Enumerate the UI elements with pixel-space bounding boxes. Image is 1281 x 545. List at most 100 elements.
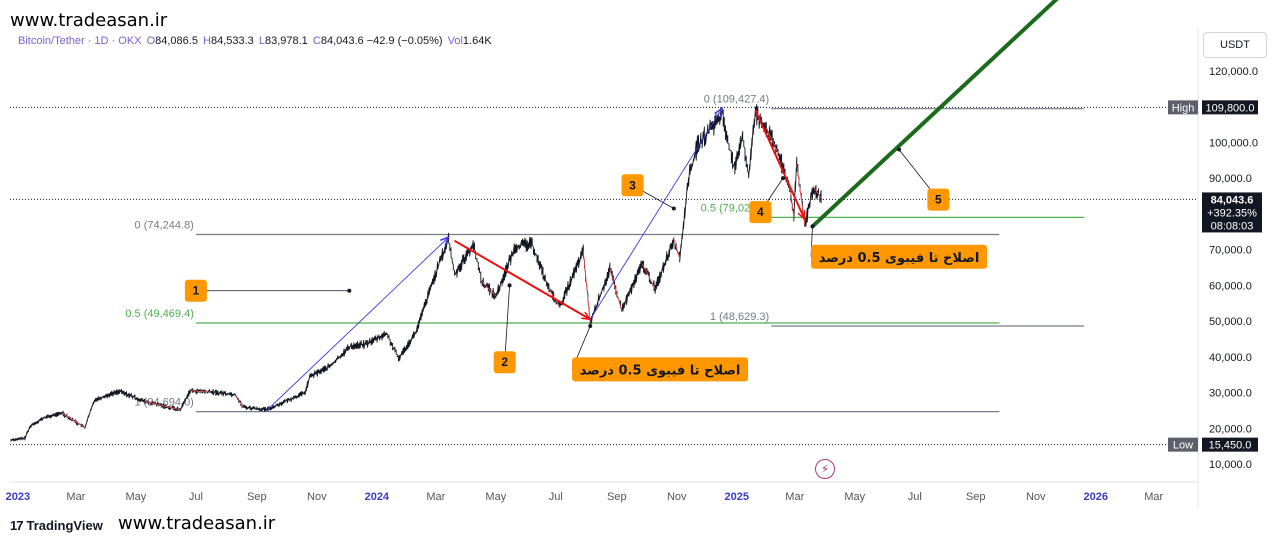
correction-arrowhead <box>797 210 806 222</box>
bearish-candle-segment <box>609 269 623 311</box>
x-tick-label: Mar <box>785 491 804 503</box>
low-value: 83,978.1 <box>264 35 308 47</box>
y-tick-label: 20,000.0 <box>1209 423 1252 435</box>
volume-value: 1.64K <box>462 35 492 47</box>
high-value: 84,533.3 <box>210 35 254 47</box>
wave-label-bg <box>621 174 644 197</box>
bearish-candle-segment <box>813 186 823 200</box>
y-tick-label: 30,000.0 <box>1209 388 1252 400</box>
x-tick-label: Nov <box>1026 491 1046 503</box>
wave-label-bg <box>184 279 207 302</box>
low-tag-bg <box>1168 437 1198 452</box>
x-tick-label: Mar <box>426 491 445 503</box>
low-label: L <box>258 35 265 47</box>
y-tick-label: 60,000.0 <box>1209 280 1252 292</box>
tradingview-brand[interactable]: 17 TradingView <box>10 518 103 533</box>
x-tick-label: May <box>844 491 865 503</box>
currency-button[interactable]: USDT <box>1203 32 1267 58</box>
y-tick-label: 50,000.0 <box>1209 316 1252 328</box>
wave-anchor-dot <box>507 283 512 288</box>
bearish-candle-segment <box>481 281 497 297</box>
wave-label-2: 2 <box>501 355 508 369</box>
annotation-bg <box>572 357 749 382</box>
bearish-candle-segment <box>673 238 681 259</box>
y-tick-label: 10,000.0 <box>1209 459 1252 471</box>
wave-label-1: 1 <box>193 284 200 298</box>
high-value-label: 109,800.0 <box>1206 102 1255 114</box>
wave-anchor-dot <box>897 147 902 152</box>
last-price-countdown: 08:08:03 <box>1211 220 1254 232</box>
annotation-anchor-dot <box>810 224 815 229</box>
wave-label-bg <box>493 351 516 374</box>
change-value: −42.9 (−0.05%) <box>366 35 443 47</box>
high-tag-bg <box>1168 100 1198 115</box>
bearish-candle-segment <box>189 390 210 393</box>
x-tick-label: Nov <box>667 491 687 503</box>
x-tick-label: Jul <box>549 491 563 503</box>
wave-leader-line <box>504 285 510 363</box>
x-tick-label: Jul <box>189 491 203 503</box>
site-url-bottom: www.tradeasan.ir <box>118 513 276 534</box>
x-tick-label: Nov <box>307 491 327 503</box>
x-tick-label: May <box>485 491 506 503</box>
wave-label-bg <box>749 201 772 224</box>
trend-arrowhead <box>439 235 451 246</box>
tradingview-name: TradingView <box>26 518 103 533</box>
x-tick-label: Mar <box>66 491 85 503</box>
low-value-label: 15,450.0 <box>1209 440 1252 452</box>
wave-anchor-dot <box>347 288 352 293</box>
correction-line <box>454 239 591 321</box>
fib-level-label: 0.5 (49,469.4) <box>125 308 194 320</box>
open-value: 84,086.5 <box>155 35 198 47</box>
y-tick-label: 120,000.0 <box>1209 66 1258 78</box>
x-tick-label: May <box>125 491 146 503</box>
fib-level-label: 1 (24,694.0) <box>135 397 194 409</box>
last-price-tag-bg <box>1202 192 1262 233</box>
lightning-icon[interactable]: ⚡ <box>815 459 835 479</box>
y-tick-label: 40,000.0 <box>1209 352 1252 364</box>
x-tick-label: Mar <box>1144 491 1163 503</box>
wave-anchor-dot <box>671 206 676 211</box>
correction-line <box>754 109 806 220</box>
wave-anchor-dot <box>780 176 785 181</box>
symbol-legend: Bitcoin/Tether · 1D · OKX O84,086.5 H84,… <box>18 35 492 47</box>
open-label: O <box>146 35 156 47</box>
annotation-anchor-dot <box>588 324 593 329</box>
annotation-bg <box>811 244 988 269</box>
close-label: C <box>312 35 321 47</box>
fib-level-label: 0 (74,244.8) <box>135 219 194 231</box>
wave-label-4: 4 <box>757 205 764 219</box>
annotation-text: اصلاح تا فیبوی 0.5 درصد <box>819 251 980 266</box>
low-tag-label: Low <box>1173 440 1193 452</box>
fib-level-label: 1 (48,629.3) <box>710 311 769 323</box>
bearish-candle-segment <box>61 412 85 428</box>
bearish-candle-segment <box>582 251 591 323</box>
close-value: 84,043.6 <box>320 35 364 47</box>
projection-line <box>811 0 1059 228</box>
x-tick-label: Jul <box>908 491 922 503</box>
y-tick-label: 100,000.0 <box>1209 137 1258 149</box>
symbol-name[interactable]: Bitcoin/Tether · 1D · OKX <box>18 35 142 47</box>
high-tag-label: High <box>1172 102 1195 114</box>
bearish-candle-segment <box>765 127 779 154</box>
wave-label-3: 3 <box>629 178 636 192</box>
y-tick-label: 70,000.0 <box>1209 245 1252 257</box>
fib-level-label: 0 (109,427.4) <box>704 94 769 106</box>
x-tick-label: 2023 <box>6 491 30 503</box>
site-url-top: www.tradeasan.ir <box>10 10 168 31</box>
x-tick-label: 2025 <box>725 491 749 503</box>
trend-line <box>266 236 449 411</box>
wave-label-5: 5 <box>935 193 942 207</box>
bearish-candle-segment <box>641 263 656 290</box>
x-tick-label: 2026 <box>1083 491 1107 503</box>
volume-label: Vol <box>447 35 463 47</box>
bearish-candle-segment <box>790 192 795 218</box>
annotation-text: اصلاح تا فیبوی 0.5 درصد <box>580 363 741 378</box>
low-value-bg <box>1202 437 1258 452</box>
last-price-value: 84,043.6 <box>1211 194 1254 206</box>
x-tick-label: Sep <box>966 491 986 503</box>
high-label: H <box>203 35 211 47</box>
tradingview-logo-icon: 17 <box>10 518 24 533</box>
bearish-candle-segment <box>234 394 244 408</box>
